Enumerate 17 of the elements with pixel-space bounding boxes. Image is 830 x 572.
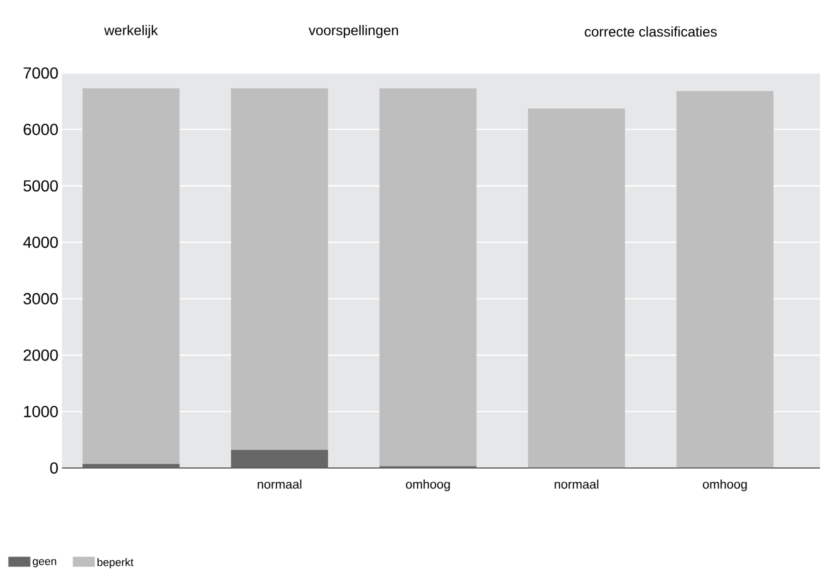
text: voorspellingen (308, 24, 398, 38)
y-tick-label: 4000 (23, 236, 58, 248)
y-tick-label: 5000 (24, 180, 58, 192)
y-tick-label: 0 (50, 462, 58, 474)
text: correcte classificaties (584, 26, 717, 37)
y-tick-label: 7000 (24, 67, 58, 79)
x-tick-label: normaal (554, 480, 598, 489)
y-tick-label: 2000 (24, 349, 58, 361)
y-tick-label: 6000 (24, 124, 58, 136)
x-tick-label: omhoog (702, 480, 747, 492)
x-tick-label: normaal (258, 480, 302, 489)
y-tick-label: 1000 (24, 406, 58, 418)
text: werkelijk (104, 24, 158, 38)
x-tick-label: omhoog (406, 480, 450, 492)
legend-label: geen (32, 559, 56, 568)
legend-label: beperkt (98, 558, 134, 568)
y-tick-label: 3000 (23, 293, 58, 304)
